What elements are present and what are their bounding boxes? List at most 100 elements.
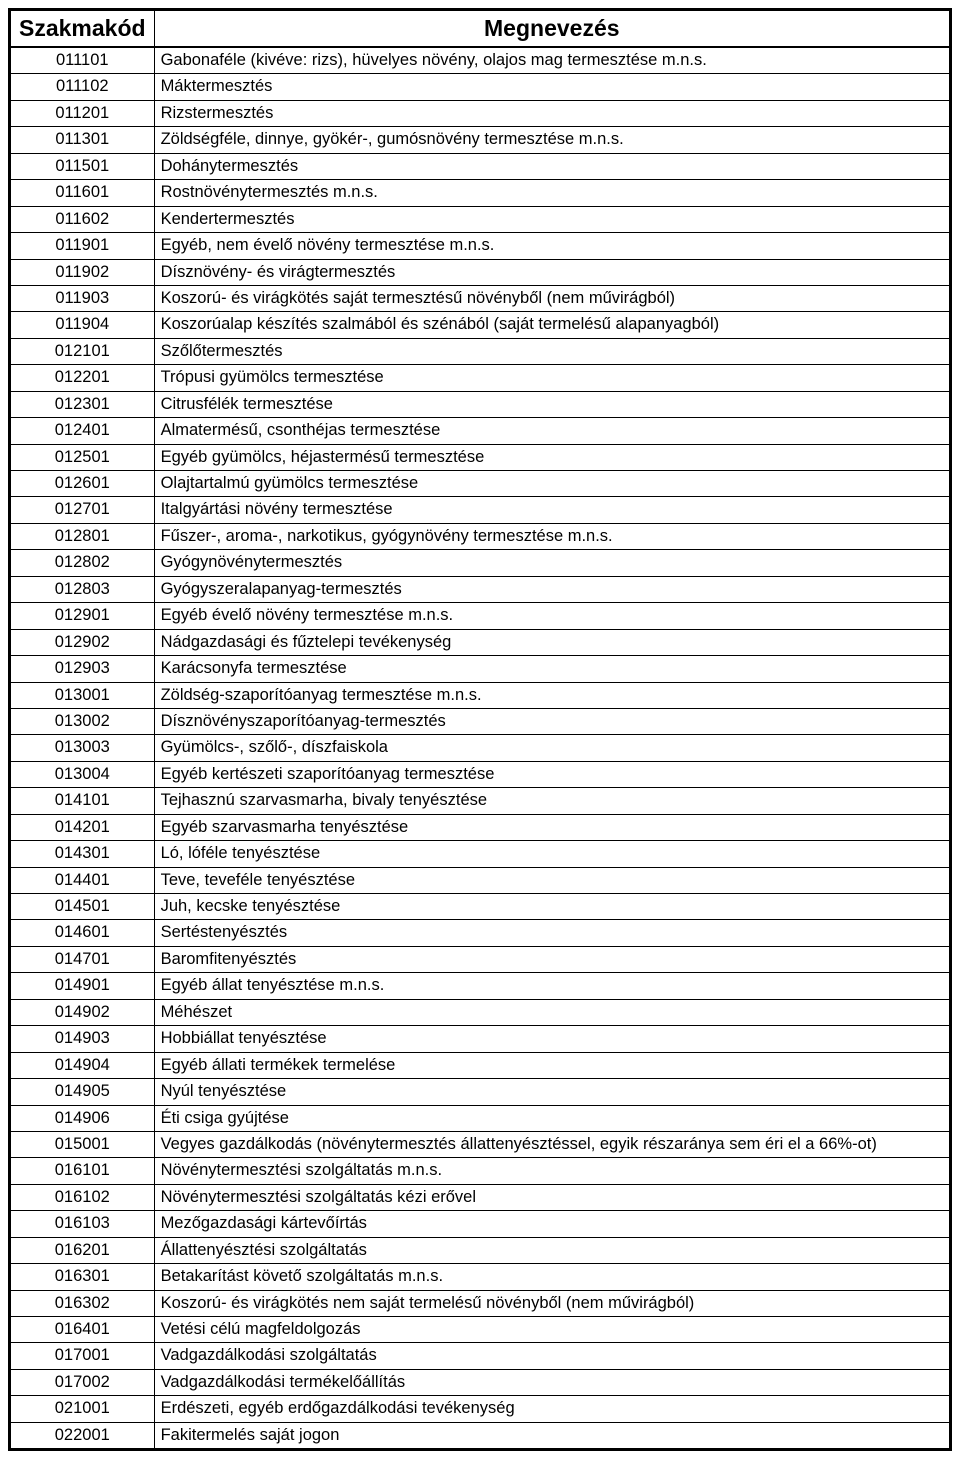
cell-name: Citrusfélék termesztése <box>154 391 950 417</box>
cell-name: Olajtartalmú gyümölcs termesztése <box>154 471 950 497</box>
cell-code: 011901 <box>10 233 155 259</box>
cell-name: Egyéb állat tenyésztése m.n.s. <box>154 973 950 999</box>
table-row: 012701Italgyártási növény termesztése <box>10 497 951 523</box>
cell-code: 014701 <box>10 946 155 972</box>
cell-code: 011101 <box>10 47 155 74</box>
cell-code: 012601 <box>10 471 155 497</box>
table-row: 014201Egyéb szarvasmarha tenyésztése <box>10 814 951 840</box>
cell-name: Rizstermesztés <box>154 100 950 126</box>
table-row: 016102Növénytermesztési szolgáltatás kéz… <box>10 1184 951 1210</box>
cell-code: 012701 <box>10 497 155 523</box>
cell-name: Baromfitenyésztés <box>154 946 950 972</box>
cell-name: Éti csiga gyújtése <box>154 1105 950 1131</box>
cell-name: Sertéstenyésztés <box>154 920 950 946</box>
cell-code: 015001 <box>10 1131 155 1157</box>
table-row: 014301Ló, lóféle tenyésztése <box>10 841 951 867</box>
cell-name: Fűszer-, aroma-, narkotikus, gyógynövény… <box>154 523 950 549</box>
cell-name: Zöldség-szaporítóanyag termesztése m.n.s… <box>154 682 950 708</box>
table-row: 012902Nádgazdasági és fűztelepi tevékeny… <box>10 629 951 655</box>
cell-code: 011902 <box>10 259 155 285</box>
table-row: 013002Dísznövényszaporítóanyag-termeszté… <box>10 708 951 734</box>
cell-code: 013004 <box>10 761 155 787</box>
table-row: 011501Dohánytermesztés <box>10 153 951 179</box>
cell-code: 011301 <box>10 127 155 153</box>
cell-name: Dísznövényszaporítóanyag-termesztés <box>154 708 950 734</box>
table-row: 017002Vadgazdálkodási termékelőállítás <box>10 1369 951 1395</box>
cell-code: 014902 <box>10 999 155 1025</box>
cell-code: 014301 <box>10 841 155 867</box>
cell-code: 014101 <box>10 788 155 814</box>
table-row: 014906Éti csiga gyújtése <box>10 1105 951 1131</box>
table-row: 012601Olajtartalmú gyümölcs termesztése <box>10 471 951 497</box>
cell-name: Zöldségféle, dinnye, gyökér-, gumósnövén… <box>154 127 950 153</box>
table-row: 021001Erdészeti, egyéb erdőgazdálkodási … <box>10 1396 951 1422</box>
cell-code: 011501 <box>10 153 155 179</box>
cell-name: Hobbiállat tenyésztése <box>154 1026 950 1052</box>
cell-code: 014906 <box>10 1105 155 1131</box>
cell-name: Nádgazdasági és fűztelepi tevékenység <box>154 629 950 655</box>
cell-code: 016101 <box>10 1158 155 1184</box>
cell-name: Fakitermelés saját jogon <box>154 1422 950 1449</box>
cell-name: Egyéb állati termékek termelése <box>154 1052 950 1078</box>
table-row: 011903Koszorú- és virágkötés saját terme… <box>10 285 951 311</box>
cell-name: Egyéb évelő növény termesztése m.n.s. <box>154 603 950 629</box>
table-row: 012501Egyéb gyümölcs, héjastermésű terme… <box>10 444 951 470</box>
cell-name: Egyéb gyümölcs, héjastermésű termesztése <box>154 444 950 470</box>
header-code: Szakmakód <box>10 10 155 48</box>
cell-code: 014501 <box>10 894 155 920</box>
table-row: 016103Mezőgazdasági kártevőírtás <box>10 1211 951 1237</box>
cell-code: 012803 <box>10 576 155 602</box>
table-row: 011901Egyéb, nem évelő növény termesztés… <box>10 233 951 259</box>
table-row: 014903Hobbiállat tenyésztése <box>10 1026 951 1052</box>
cell-name: Vadgazdálkodási termékelőállítás <box>154 1369 950 1395</box>
cell-name: Máktermesztés <box>154 74 950 100</box>
cell-code: 011602 <box>10 206 155 232</box>
cell-name: Dohánytermesztés <box>154 153 950 179</box>
cell-name: Karácsonyfa termesztése <box>154 656 950 682</box>
cell-name: Trópusi gyümölcs termesztése <box>154 365 950 391</box>
table-row: 017001Vadgazdálkodási szolgáltatás <box>10 1343 951 1369</box>
cell-name: Teve, teveféle tenyésztése <box>154 867 950 893</box>
cell-name: Dísznövény- és virágtermesztés <box>154 259 950 285</box>
cell-code: 017001 <box>10 1343 155 1369</box>
table-header-row: Szakmakód Megnevezés <box>10 10 951 48</box>
cell-name: Gyógynövénytermesztés <box>154 550 950 576</box>
occupation-codes-table: Szakmakód Megnevezés 011101Gabonaféle (k… <box>8 8 952 1451</box>
table-row: 011102Máktermesztés <box>10 74 951 100</box>
cell-code: 012101 <box>10 338 155 364</box>
cell-name: Vegyes gazdálkodás (növénytermesztés áll… <box>154 1131 950 1157</box>
cell-code: 014201 <box>10 814 155 840</box>
cell-code: 022001 <box>10 1422 155 1449</box>
table-row: 012903Karácsonyfa termesztése <box>10 656 951 682</box>
cell-code: 021001 <box>10 1396 155 1422</box>
cell-code: 012802 <box>10 550 155 576</box>
cell-name: Egyéb szarvasmarha tenyésztése <box>154 814 950 840</box>
table-row: 011601Rostnövénytermesztés m.n.s. <box>10 180 951 206</box>
cell-code: 013003 <box>10 735 155 761</box>
cell-name: Nyúl tenyésztése <box>154 1079 950 1105</box>
cell-code: 016102 <box>10 1184 155 1210</box>
table-row: 011602Kendertermesztés <box>10 206 951 232</box>
cell-code: 012201 <box>10 365 155 391</box>
cell-code: 014601 <box>10 920 155 946</box>
table-row: 011904Koszorúalap készítés szalmából és … <box>10 312 951 338</box>
cell-code: 017002 <box>10 1369 155 1395</box>
table-row: 014501Juh, kecske tenyésztése <box>10 894 951 920</box>
cell-name: Betakarítást követő szolgáltatás m.n.s. <box>154 1264 950 1290</box>
table-row: 012901Egyéb évelő növény termesztése m.n… <box>10 603 951 629</box>
cell-name: Mezőgazdasági kártevőírtás <box>154 1211 950 1237</box>
cell-name: Vetési célú magfeldolgozás <box>154 1317 950 1343</box>
cell-code: 012401 <box>10 418 155 444</box>
cell-name: Gyümölcs-, szőlő-, díszfaiskola <box>154 735 950 761</box>
cell-code: 013001 <box>10 682 155 708</box>
cell-code: 011201 <box>10 100 155 126</box>
cell-code: 012801 <box>10 523 155 549</box>
cell-name: Méhészet <box>154 999 950 1025</box>
table-row: 014701Baromfitenyésztés <box>10 946 951 972</box>
cell-name: Koszorú- és virágkötés nem saját termelé… <box>154 1290 950 1316</box>
table-row: 012301Citrusfélék termesztése <box>10 391 951 417</box>
header-name: Megnevezés <box>154 10 950 48</box>
cell-code: 016301 <box>10 1264 155 1290</box>
cell-code: 016302 <box>10 1290 155 1316</box>
table-row: 014401Teve, teveféle tenyésztése <box>10 867 951 893</box>
